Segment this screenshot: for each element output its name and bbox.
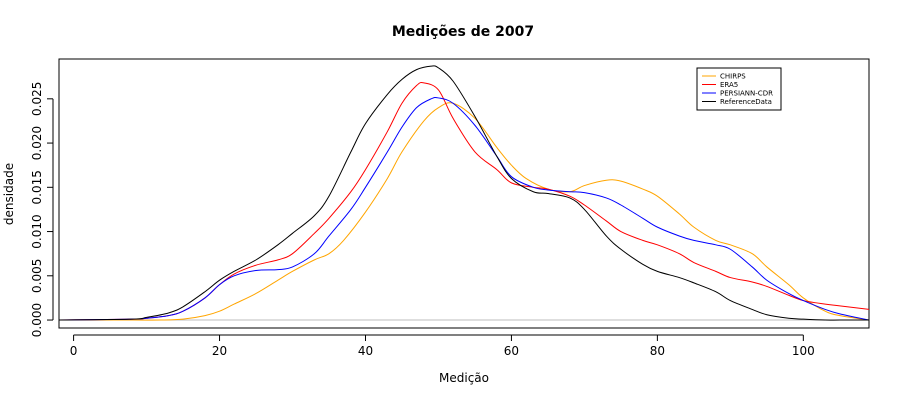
plot-area bbox=[58, 58, 870, 329]
x-tick-label: 80 bbox=[650, 344, 665, 358]
plot-frame bbox=[58, 58, 870, 329]
x-tick-label: 0 bbox=[70, 344, 78, 358]
y-tick-label: 0.005 bbox=[30, 259, 44, 293]
y-tick-label: 0.025 bbox=[30, 82, 44, 116]
series-line-referencedata bbox=[58, 65, 869, 321]
chart-title: Medições de 2007 bbox=[392, 24, 534, 40]
y-tick-label: 0.020 bbox=[30, 126, 44, 160]
series-layer bbox=[58, 65, 870, 321]
y-axis-label: densidade bbox=[2, 163, 16, 225]
series-line-chirps bbox=[58, 102, 870, 321]
x-tick-label: 100 bbox=[792, 344, 815, 358]
y-tick-label: 0.015 bbox=[30, 170, 44, 204]
legend-label-referencedata: ReferenceData bbox=[720, 98, 772, 106]
y-tick-label: 0.000 bbox=[30, 303, 44, 337]
legend-label-era5: ERA5 bbox=[720, 81, 738, 89]
y-axis: 0.000 0.005 0.010 0.015 0.020 0.025 bbox=[30, 82, 54, 337]
series-line-persiann-cdr bbox=[58, 96, 870, 321]
legend-label-persiann-cdr: PERSIANN-CDR bbox=[720, 90, 773, 98]
y-tick-label: 0.010 bbox=[30, 214, 44, 248]
x-tick-label: 40 bbox=[358, 344, 373, 358]
series-line-era5 bbox=[58, 82, 870, 321]
x-tick-label: 60 bbox=[504, 344, 519, 358]
legend-box bbox=[696, 67, 782, 111]
x-tick-label: 20 bbox=[212, 344, 227, 358]
x-axis-label: Medição bbox=[439, 371, 489, 385]
legend-label-chirps: CHIRPS bbox=[720, 73, 746, 81]
x-axis: 0 20 40 60 80 100 bbox=[70, 334, 815, 358]
